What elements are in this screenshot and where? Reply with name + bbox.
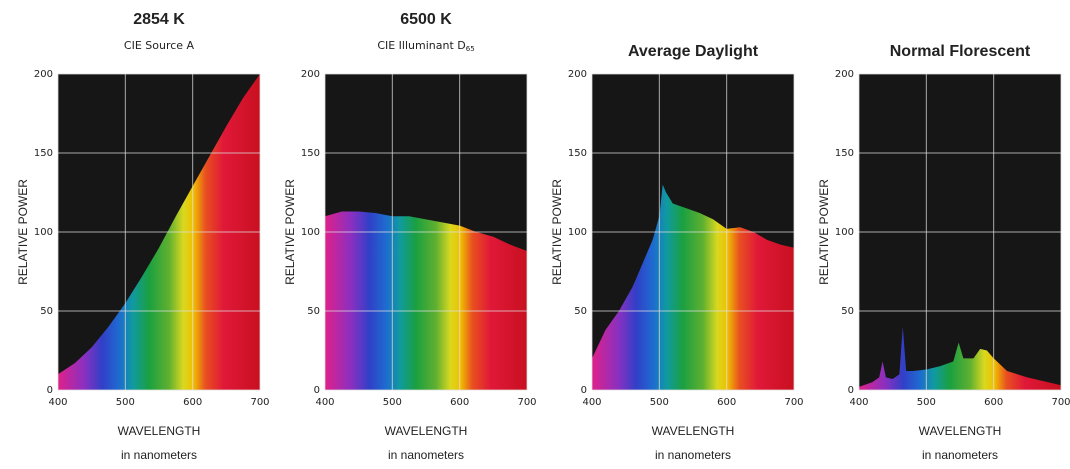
y-tick-label: 50 bbox=[307, 306, 320, 317]
x-tick-label: 700 bbox=[1051, 397, 1070, 408]
x-axis-label: WAVELENGTH bbox=[385, 424, 468, 438]
y-axis-label: RELATIVE POWER bbox=[550, 179, 564, 285]
subtitle-text: CIE Illuminant D bbox=[377, 39, 465, 52]
subtitle-subscript: 65 bbox=[466, 45, 475, 53]
y-tick-label: 100 bbox=[301, 227, 320, 238]
x-tick-label: 600 bbox=[183, 397, 202, 408]
x-tick-label: 400 bbox=[849, 397, 868, 408]
y-tick-label: 50 bbox=[574, 306, 587, 317]
chart-title: Average Daylight bbox=[628, 43, 759, 60]
y-tick-label: 100 bbox=[568, 227, 587, 238]
y-tick-label: 200 bbox=[34, 69, 53, 80]
charts: 2854 KCIE Source A0501001502004005006007… bbox=[0, 0, 1070, 469]
x-axis-label: WAVELENGTH bbox=[652, 424, 735, 438]
x-axis-sublabel: in nanometers bbox=[655, 448, 731, 462]
chart-title: Normal Florescent bbox=[890, 43, 1031, 60]
x-tick-label: 700 bbox=[784, 397, 803, 408]
y-tick-label: 150 bbox=[568, 148, 587, 159]
x-tick-label: 700 bbox=[517, 397, 536, 408]
chart-subtitle: CIE Illuminant D65 bbox=[377, 39, 474, 53]
x-tick-label: 400 bbox=[582, 397, 601, 408]
y-tick-label: 0 bbox=[848, 385, 854, 396]
x-axis-sublabel: in nanometers bbox=[388, 448, 464, 462]
x-tick-label: 600 bbox=[984, 397, 1003, 408]
y-tick-label: 100 bbox=[34, 227, 53, 238]
x-axis-sublabel: in nanometers bbox=[121, 448, 197, 462]
x-tick-label: 400 bbox=[48, 397, 67, 408]
y-axis-label: RELATIVE POWER bbox=[283, 179, 297, 285]
y-tick-label: 200 bbox=[568, 69, 587, 80]
y-tick-label: 150 bbox=[835, 148, 854, 159]
chart-title: 6500 K bbox=[400, 11, 452, 28]
x-tick-label: 500 bbox=[383, 397, 402, 408]
y-tick-label: 200 bbox=[301, 69, 320, 80]
x-tick-label: 400 bbox=[315, 397, 334, 408]
y-axis-label: RELATIVE POWER bbox=[16, 179, 30, 285]
x-tick-label: 500 bbox=[917, 397, 936, 408]
x-axis-label: WAVELENGTH bbox=[118, 424, 201, 438]
x-tick-label: 600 bbox=[717, 397, 736, 408]
y-tick-label: 150 bbox=[301, 148, 320, 159]
x-tick-label: 500 bbox=[116, 397, 135, 408]
y-tick-label: 50 bbox=[40, 306, 53, 317]
y-axis-label: RELATIVE POWER bbox=[817, 179, 831, 285]
y-tick-label: 100 bbox=[835, 227, 854, 238]
chart-subtitle: CIE Source A bbox=[124, 39, 195, 52]
chart-title: 2854 K bbox=[133, 11, 185, 28]
x-tick-label: 500 bbox=[650, 397, 669, 408]
y-tick-label: 0 bbox=[314, 385, 320, 396]
y-tick-label: 0 bbox=[581, 385, 587, 396]
y-tick-label: 50 bbox=[841, 306, 854, 317]
x-tick-label: 600 bbox=[450, 397, 469, 408]
x-axis-sublabel: in nanometers bbox=[922, 448, 998, 462]
y-tick-label: 150 bbox=[34, 148, 53, 159]
subtitle-text: CIE Source A bbox=[124, 39, 195, 52]
x-axis-label: WAVELENGTH bbox=[919, 424, 1002, 438]
y-tick-label: 0 bbox=[47, 385, 53, 396]
x-tick-label: 700 bbox=[250, 397, 269, 408]
y-tick-label: 200 bbox=[835, 69, 854, 80]
